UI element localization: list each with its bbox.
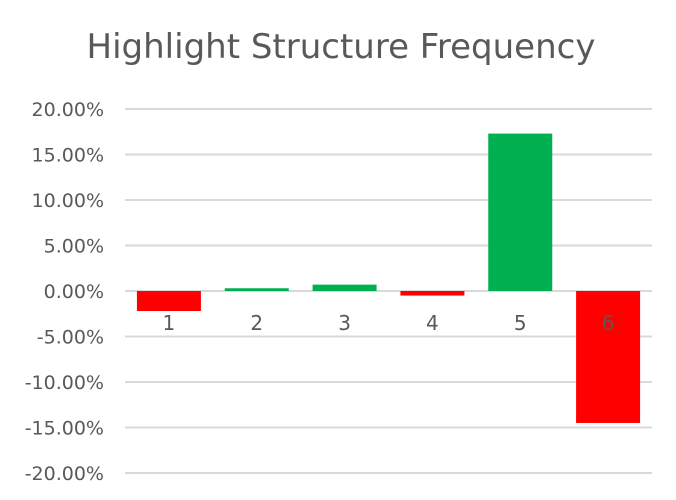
bar-6 bbox=[576, 291, 641, 423]
x-category-label: 4 bbox=[426, 311, 439, 335]
y-tick-label: 20.00% bbox=[32, 99, 104, 121]
y-axis-tick-labels: 20.00% 15.00% 10.00% 5.00% 0.00% -5.00% -10.00… bbox=[25, 99, 104, 485]
bar-2 bbox=[224, 288, 289, 291]
y-tick-label: 15.00% bbox=[32, 145, 104, 167]
x-category-label: 6 bbox=[602, 311, 615, 335]
x-category-label: 5 bbox=[514, 311, 527, 335]
y-tick-label: 10.00% bbox=[32, 190, 104, 212]
bar-4 bbox=[400, 291, 465, 296]
bar-5 bbox=[488, 133, 553, 291]
x-category-label: 2 bbox=[250, 311, 263, 335]
y-tick-label: 5.00% bbox=[44, 236, 104, 258]
bar-1 bbox=[136, 291, 201, 312]
x-category-label: 1 bbox=[163, 311, 176, 335]
bars bbox=[136, 133, 641, 423]
y-tick-label: 0.00% bbox=[44, 281, 104, 303]
x-category-label: 3 bbox=[338, 311, 351, 335]
y-tick-label: -20.00% bbox=[25, 463, 104, 485]
y-tick-label: -10.00% bbox=[25, 372, 104, 394]
x-axis-category-labels: 1 2 3 4 5 6 bbox=[163, 311, 615, 335]
chart-title: Highlight Structure Frequency bbox=[87, 27, 596, 67]
bar-3 bbox=[312, 284, 377, 291]
y-tick-label: -15.00% bbox=[25, 418, 104, 440]
y-tick-label: -5.00% bbox=[37, 327, 104, 349]
gridlines bbox=[125, 108, 652, 474]
